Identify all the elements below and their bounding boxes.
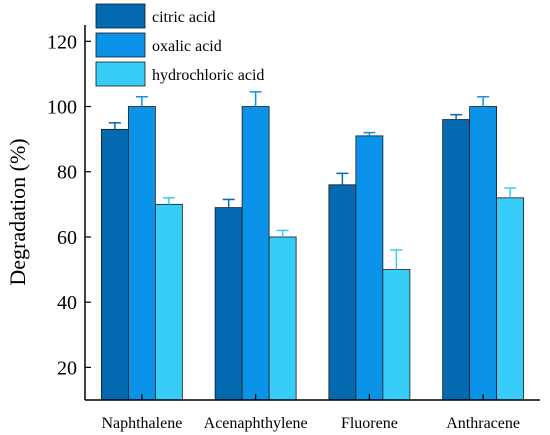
legend-swatch xyxy=(95,3,146,29)
bar-hydrochloric-acid-acenaphthylene xyxy=(268,236,297,401)
x-tick-label: Anthracene xyxy=(446,415,520,432)
bar-oxalic-acid-fluorene xyxy=(355,135,384,401)
y-tick-label: 120 xyxy=(47,31,77,53)
bar-citric-acid-acenaphthylene xyxy=(214,207,243,401)
bar-oxalic-acid-naphthalene xyxy=(127,106,156,401)
x-tick-label: Fluorene xyxy=(341,415,398,432)
legend-label: oxalic acid xyxy=(152,38,222,55)
x-tick-label: Acenaphthylene xyxy=(204,415,308,432)
y-tick-label: 100 xyxy=(47,97,77,119)
bars xyxy=(100,91,525,401)
bar-citric-acid-anthracene xyxy=(442,119,471,401)
y-tick-label: 20 xyxy=(57,357,77,379)
y-tick-label: 60 xyxy=(57,227,77,249)
y-ticks: 20 40 60 80 100 120 xyxy=(47,31,91,379)
bar-hydrochloric-acid-naphthalene xyxy=(154,203,183,401)
legend-label: hydrochloric acid xyxy=(152,67,264,84)
bar-hydrochloric-acid-anthracene xyxy=(496,197,525,401)
bar-citric-acid-naphthalene xyxy=(100,128,129,401)
bar-citric-acid-fluorene xyxy=(328,184,357,401)
legend-swatch xyxy=(95,32,146,58)
bar-oxalic-acid-anthracene xyxy=(469,106,498,401)
legend: citric acid oxalic acid hydrochloric acid xyxy=(95,3,264,87)
y-axis-title: Degradation (%) xyxy=(5,138,30,285)
axes xyxy=(84,25,540,401)
legend-swatch xyxy=(95,61,146,87)
bar-oxalic-acid-acenaphthylene xyxy=(241,106,270,401)
legend-label: citric acid xyxy=(152,9,216,26)
y-tick-label: 80 xyxy=(57,162,77,184)
bar-hydrochloric-acid-fluorene xyxy=(382,269,411,401)
x-tick-label: Naphthalene xyxy=(101,415,182,432)
y-tick-label: 40 xyxy=(57,292,77,314)
x-tick-labels: Naphthalene Acenaphthylene Fluorene Anthrac… xyxy=(101,394,520,432)
